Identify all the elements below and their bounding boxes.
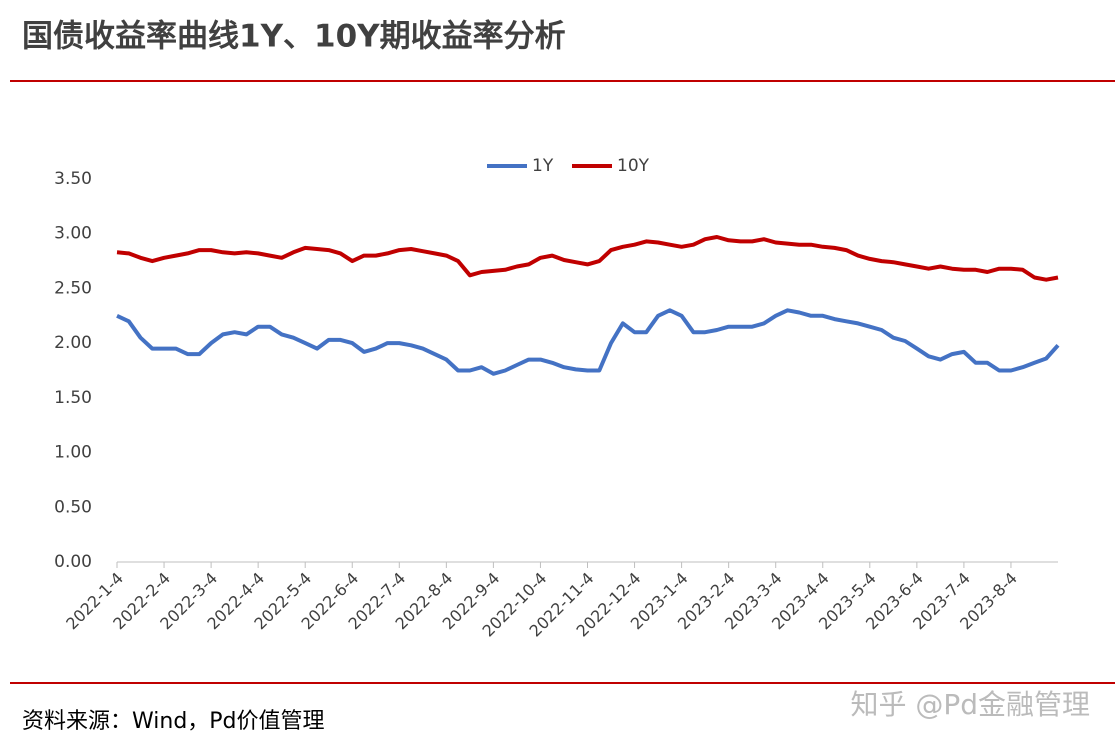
legend-label: 1Y	[532, 156, 554, 176]
line-series	[116, 235, 1059, 282]
watermark: 知乎 @Pd金融管理	[850, 688, 1090, 721]
y-tick-label: 2.50	[54, 278, 92, 298]
y-tick-label: 0.00	[54, 552, 92, 572]
y-tick-label: 2.00	[54, 333, 92, 353]
y-tick-label: 3.00	[54, 224, 92, 244]
y-tick-label: 1.50	[54, 388, 92, 408]
chart-title: 国债收益率曲线1Y、10Y期收益率分析	[22, 19, 566, 55]
y-tick-label: 3.50	[54, 169, 92, 189]
source: 资料来源：Wind，Pd价值管理	[22, 709, 325, 734]
y-tick-label: 0.50	[54, 497, 92, 517]
line-series	[116, 308, 1060, 376]
y-tick-label: 1.00	[54, 443, 92, 463]
legend-label: 10Y	[617, 156, 650, 176]
